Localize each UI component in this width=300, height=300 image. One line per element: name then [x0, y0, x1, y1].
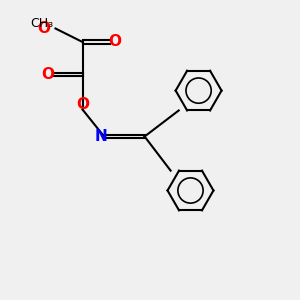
- Text: N: N: [95, 129, 108, 144]
- Text: O: O: [37, 21, 50, 36]
- Text: O: O: [76, 97, 89, 112]
- Text: CH₃: CH₃: [30, 16, 54, 30]
- Text: O: O: [41, 67, 54, 82]
- Text: O: O: [108, 34, 122, 50]
